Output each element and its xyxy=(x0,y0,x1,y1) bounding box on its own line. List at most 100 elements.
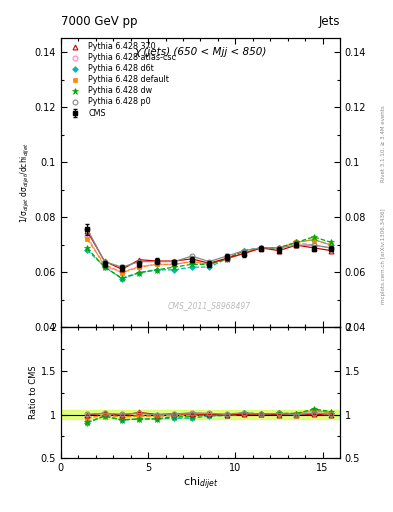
Pythia 6.428 370 xyxy=(311,245,316,251)
Pythia 6.428 370 xyxy=(119,266,124,272)
Pythia 6.428 370 xyxy=(154,258,159,264)
Pythia 6.428 p0 xyxy=(137,259,142,265)
Pythia 6.428 dw xyxy=(154,267,159,273)
Pythia 6.428 default xyxy=(154,261,159,267)
Pythia 6.428 default xyxy=(294,239,299,245)
Pythia 6.428 p0 xyxy=(189,253,194,259)
Pythia 6.428 dw xyxy=(137,269,142,275)
Pythia 6.428 d6t xyxy=(172,267,176,273)
Pythia 6.428 default xyxy=(207,261,211,267)
Pythia 6.428 default xyxy=(311,237,316,243)
Pythia 6.428 d6t xyxy=(207,264,211,270)
X-axis label: chi$_{dijet}$: chi$_{dijet}$ xyxy=(183,476,218,492)
Text: CMS_2011_S8968497: CMS_2011_S8968497 xyxy=(167,301,250,310)
Pythia 6.428 dw xyxy=(259,245,264,251)
Legend: Pythia 6.428 370, Pythia 6.428 atlas-csc, Pythia 6.428 d6t, Pythia 6.428 default: Pythia 6.428 370, Pythia 6.428 atlas-csc… xyxy=(63,41,178,119)
Pythia 6.428 d6t xyxy=(119,276,124,282)
Pythia 6.428 atlas-csc xyxy=(119,269,124,275)
Pythia 6.428 dw xyxy=(207,261,211,267)
Line: Pythia 6.428 dw: Pythia 6.428 dw xyxy=(84,234,334,281)
Pythia 6.428 default xyxy=(259,245,264,251)
Pythia 6.428 370 xyxy=(329,247,334,253)
Pythia 6.428 atlas-csc xyxy=(224,256,229,262)
Pythia 6.428 atlas-csc xyxy=(85,233,90,240)
Pythia 6.428 370 xyxy=(277,247,281,253)
Pythia 6.428 atlas-csc xyxy=(311,242,316,248)
Pythia 6.428 dw xyxy=(172,264,176,270)
Pythia 6.428 370 xyxy=(259,245,264,251)
Pythia 6.428 dw xyxy=(311,234,316,240)
Pythia 6.428 dw xyxy=(224,256,229,262)
Pythia 6.428 d6t xyxy=(259,245,264,251)
Pythia 6.428 dw xyxy=(294,239,299,245)
Pythia 6.428 atlas-csc xyxy=(154,261,159,267)
Pythia 6.428 d6t xyxy=(224,256,229,262)
Pythia 6.428 default xyxy=(137,264,142,270)
Pythia 6.428 atlas-csc xyxy=(294,239,299,245)
Pythia 6.428 d6t xyxy=(294,239,299,245)
Pythia 6.428 370 xyxy=(102,258,107,264)
Pythia 6.428 p0 xyxy=(172,259,176,265)
Pythia 6.428 p0 xyxy=(102,259,107,265)
Pythia 6.428 d6t xyxy=(189,264,194,270)
Pythia 6.428 370 xyxy=(294,242,299,248)
Pythia 6.428 p0 xyxy=(311,242,316,248)
Pythia 6.428 default xyxy=(85,236,90,242)
Pythia 6.428 dw xyxy=(189,261,194,267)
Pythia 6.428 370 xyxy=(85,228,90,234)
Pythia 6.428 p0 xyxy=(242,247,246,253)
Pythia 6.428 dw xyxy=(242,247,246,253)
Pythia 6.428 default xyxy=(329,242,334,248)
Pythia 6.428 370 xyxy=(242,250,246,257)
Line: Pythia 6.428 d6t: Pythia 6.428 d6t xyxy=(85,238,333,281)
Text: mcplots.cern.ch [arXiv:1306.3436]: mcplots.cern.ch [arXiv:1306.3436] xyxy=(381,208,386,304)
Pythia 6.428 d6t xyxy=(102,264,107,270)
Pythia 6.428 d6t xyxy=(277,245,281,251)
Text: 7000 GeV pp: 7000 GeV pp xyxy=(61,15,138,28)
Pythia 6.428 370 xyxy=(207,260,211,266)
Pythia 6.428 dw xyxy=(119,275,124,281)
Line: Pythia 6.428 370: Pythia 6.428 370 xyxy=(84,228,334,272)
Text: χ (jets) (650 < Mjj < 850): χ (jets) (650 < Mjj < 850) xyxy=(134,47,266,57)
Pythia 6.428 atlas-csc xyxy=(277,245,281,251)
Pythia 6.428 atlas-csc xyxy=(102,264,107,270)
Pythia 6.428 p0 xyxy=(154,259,159,265)
Pythia 6.428 atlas-csc xyxy=(172,261,176,267)
Pythia 6.428 370 xyxy=(189,256,194,262)
Pythia 6.428 dw xyxy=(329,239,334,245)
Pythia 6.428 atlas-csc xyxy=(259,245,264,251)
Pythia 6.428 p0 xyxy=(259,245,264,251)
Pythia 6.428 default xyxy=(172,261,176,267)
Pythia 6.428 370 xyxy=(224,255,229,262)
Y-axis label: Ratio to CMS: Ratio to CMS xyxy=(29,366,38,419)
Y-axis label: 1/σ$_{dijet}$ dσ$_{dijet}$/dchi$_{dijet}$: 1/σ$_{dijet}$ dσ$_{dijet}$/dchi$_{dijet}… xyxy=(19,142,32,223)
Pythia 6.428 dw xyxy=(277,245,281,251)
Pythia 6.428 370 xyxy=(137,257,142,263)
Pythia 6.428 d6t xyxy=(85,247,90,253)
Pythia 6.428 p0 xyxy=(119,264,124,270)
Pythia 6.428 atlas-csc xyxy=(329,245,334,251)
Pythia 6.428 d6t xyxy=(242,247,246,253)
Pythia 6.428 dw xyxy=(102,264,107,270)
Pythia 6.428 p0 xyxy=(294,242,299,248)
Pythia 6.428 atlas-csc xyxy=(189,259,194,265)
Line: Pythia 6.428 p0: Pythia 6.428 p0 xyxy=(84,226,334,269)
Pythia 6.428 d6t xyxy=(137,269,142,275)
Pythia 6.428 d6t xyxy=(329,242,334,248)
Pythia 6.428 p0 xyxy=(85,226,90,232)
Pythia 6.428 p0 xyxy=(329,245,334,251)
Pythia 6.428 p0 xyxy=(277,245,281,251)
Pythia 6.428 p0 xyxy=(224,253,229,259)
Pythia 6.428 default xyxy=(102,261,107,267)
Pythia 6.428 atlas-csc xyxy=(242,250,246,257)
Pythia 6.428 default xyxy=(224,256,229,262)
Line: Pythia 6.428 default: Pythia 6.428 default xyxy=(85,237,333,275)
Pythia 6.428 370 xyxy=(172,258,176,264)
Pythia 6.428 d6t xyxy=(311,237,316,243)
Pythia 6.428 default xyxy=(242,250,246,257)
Pythia 6.428 atlas-csc xyxy=(137,264,142,270)
Text: Rivet 3.1.10, ≥ 3.4M events: Rivet 3.1.10, ≥ 3.4M events xyxy=(381,105,386,182)
Pythia 6.428 d6t xyxy=(154,267,159,273)
Pythia 6.428 default xyxy=(277,245,281,251)
Text: Jets: Jets xyxy=(318,15,340,28)
